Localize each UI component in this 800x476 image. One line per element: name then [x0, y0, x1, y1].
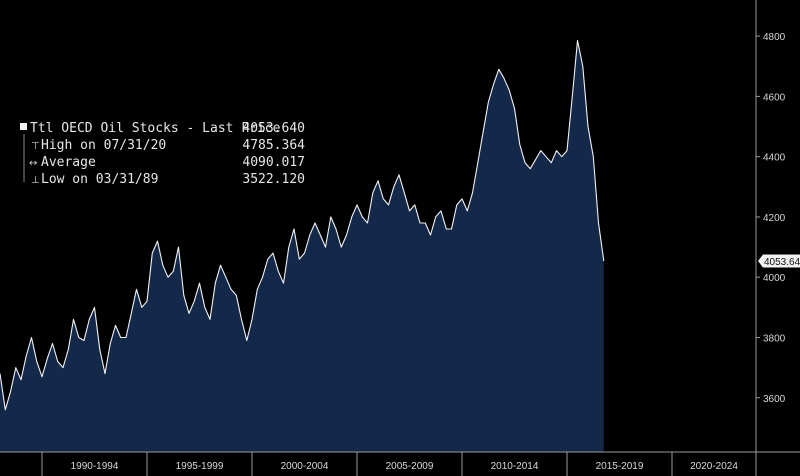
x-axis-labels: 1990-1994 1995-1999 2000-2004 2005-2009 2010…: [71, 461, 739, 472]
legend-value-low: 3522.120: [242, 172, 305, 187]
last-value-badge: [758, 254, 800, 268]
x-tick-label: 2000-2004: [281, 461, 329, 472]
legend-box: [14, 116, 310, 188]
x-tick-label: 2020-2024: [690, 461, 738, 472]
last-value-text: 4053.640: [764, 257, 800, 268]
y-axis-labels: 3600 3800 4000 4200 4400 4600 4800: [763, 32, 786, 405]
last-value-marker: 4053.640: [758, 254, 800, 268]
legend-value-high: 4785.364: [242, 138, 305, 153]
legend-series-swatch: [20, 123, 27, 130]
series-area: [0, 40, 604, 452]
legend-label-average: Average: [41, 155, 96, 170]
legend-value-series: 4053.640: [242, 121, 305, 136]
average-marker-icon: ↔: [29, 158, 37, 169]
series-line: [0, 39, 605, 411]
x-tick-label: 1990-1994: [71, 461, 119, 472]
x-tick-label: 1995-1999: [176, 461, 224, 472]
legend: Ttl OECD Oil Stocks - Last Price 4053.64…: [14, 116, 310, 188]
y-tick-label: 4600: [763, 92, 786, 103]
x-tick-label: 2015-2019: [596, 461, 644, 472]
plot-area: [0, 39, 605, 452]
y-tick-label: 3600: [763, 394, 786, 405]
x-tick-label: 2010-2014: [491, 461, 539, 472]
legend-value-average: 4090.017: [242, 155, 305, 170]
high-marker-icon: ⊤: [31, 141, 40, 152]
y-tick-label: 4800: [763, 32, 786, 43]
legend-label-low: Low on 03/31/89: [41, 172, 158, 187]
legend-label-series: Ttl OECD Oil Stocks - Last Price: [30, 121, 281, 136]
x-tick-label: 2005-2009: [386, 461, 434, 472]
y-tick-label: 3800: [763, 333, 786, 344]
y-tick-label: 4000: [763, 273, 786, 284]
legend-label-high: High on 07/31/20: [41, 138, 166, 153]
y-tick-label: 4200: [763, 213, 786, 224]
y-tick-label: 4400: [763, 153, 786, 164]
low-marker-icon: ⊥: [31, 175, 40, 186]
